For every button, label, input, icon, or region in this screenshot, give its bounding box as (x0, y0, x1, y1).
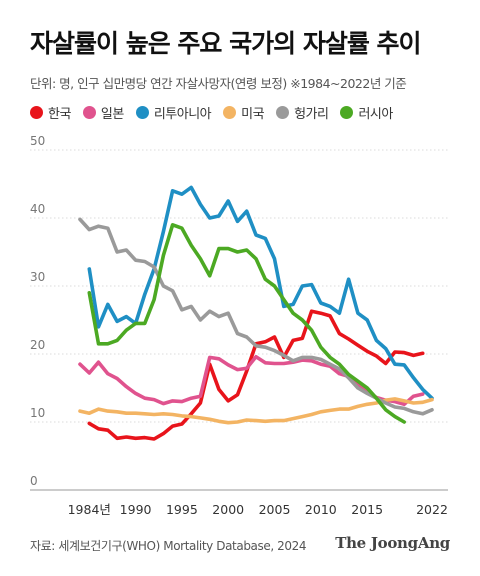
legend-item: 일본 (82, 103, 124, 122)
series-line (78, 397, 434, 425)
legend-label: 헝가리 (294, 107, 329, 122)
series-line (78, 354, 425, 407)
legend-item: 리투아니아 (135, 103, 212, 122)
chart-subtitle: 단위: 명, 인구 십만명당 연간 자살사망자(연령 보정) ※1984~202… (30, 76, 407, 91)
y-axis-ticks: 0 10 20 30 40 50 (30, 134, 45, 488)
legend: 한국 일본 리투아니아 미국 헝가리 러시아 (30, 103, 393, 122)
legend-label: 리투아니아 (153, 107, 212, 122)
legend-label: 러시아 (358, 107, 393, 122)
legend-swatch (82, 106, 96, 119)
x-tick-label: 2010 (305, 502, 337, 517)
brand-logo: The JoongAng (335, 534, 450, 552)
y-tick-label: 50 (30, 134, 45, 148)
series-line (87, 223, 406, 424)
gridlines (30, 149, 448, 491)
series-line (78, 217, 434, 416)
x-tick-label: 1990 (120, 502, 152, 517)
legend-swatch (223, 106, 237, 119)
x-tick-label: 2005 (259, 502, 291, 517)
legend-swatch (276, 106, 290, 119)
legend-label: 일본 (100, 107, 124, 122)
legend-swatch (340, 106, 354, 119)
y-tick-label: 10 (30, 406, 45, 420)
source-note: 자료: 세계보건기구(WHO) Mortality Database, 2024 (30, 539, 307, 553)
series-lines (78, 185, 434, 441)
legend-item: 한국 (30, 103, 71, 122)
x-tick-label: 1995 (166, 502, 198, 517)
legend-label: 한국 (48, 107, 71, 122)
legend-label: 미국 (241, 107, 265, 122)
legend-swatch (135, 106, 149, 119)
y-tick-label: 30 (30, 270, 45, 284)
legend-swatch (30, 106, 43, 119)
x-tick-label: 2000 (212, 502, 244, 517)
legend-item: 미국 (223, 103, 265, 122)
series-line (87, 185, 434, 400)
x-tick-label: 2022 (416, 502, 448, 517)
legend-item: 헝가리 (276, 103, 329, 122)
chart-title: 자살률이 높은 주요 국가의 자살률 추이 (30, 29, 422, 58)
legend-item: 러시아 (340, 103, 393, 122)
y-tick-label: 40 (30, 202, 45, 216)
x-tick-label: 2015 (351, 502, 383, 517)
y-tick-label: 20 (30, 338, 45, 352)
x-tick-label: 1984년 (68, 502, 111, 517)
x-axis: 1984년 1990 1995 2000 2005 2010 2015 2022 (68, 502, 448, 517)
y-tick-label: 0 (30, 474, 38, 488)
